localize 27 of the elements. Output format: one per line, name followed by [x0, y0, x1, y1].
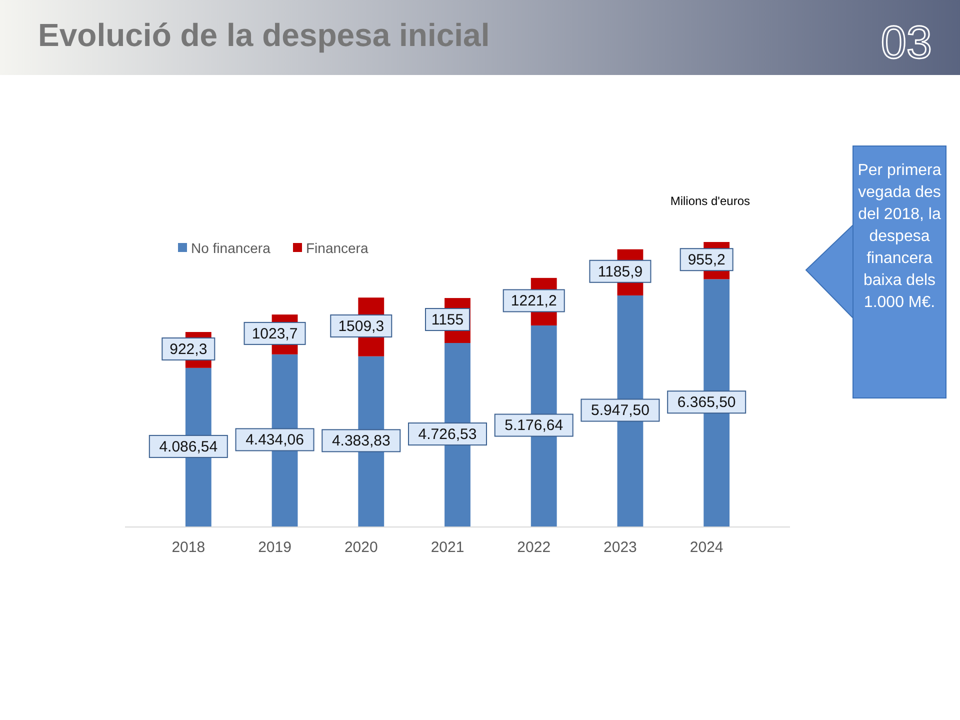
chart-title: Evolució de la despesa inicial: [38, 17, 490, 53]
text: 03: [880, 16, 932, 68]
x-tick-label: 2021: [430, 539, 464, 556]
x-tick-label: 2023: [604, 539, 637, 556]
legend-label: No financera: [191, 240, 271, 256]
x-tick-label: 2022: [517, 539, 551, 556]
x-tick-label: 2024: [690, 539, 724, 556]
x-tick-label: 2018: [172, 539, 206, 556]
x-tick-label: 2019: [258, 539, 292, 556]
text: Per primera vegada des del 2018, la despesa financera baixa dels 1.000 M€.: [856, 161, 942, 313]
data-label: 1023,7: [252, 325, 298, 342]
data-label: 5.176,64: [504, 417, 564, 434]
legend-label: Financera: [306, 240, 368, 256]
data-label: 1155: [431, 312, 464, 329]
data-label: 1185,9: [598, 263, 643, 280]
data-label: 4.086,54: [159, 438, 218, 456]
text: Milions d'euros: [670, 194, 750, 208]
data-label: 922,3: [170, 340, 208, 358]
data-label: 4.434,06: [246, 432, 304, 449]
x-tick-label: 2020: [344, 539, 378, 556]
data-label: 1509,3: [338, 318, 384, 335]
data-label: 6.365,50: [677, 394, 736, 412]
data-label: 955,2: [688, 252, 726, 269]
data-label: 1221,2: [510, 292, 557, 310]
data-label: 4.383,83: [332, 432, 390, 450]
data-label: 4.726,53: [418, 426, 477, 443]
data-label: 5.947,50: [591, 402, 650, 420]
